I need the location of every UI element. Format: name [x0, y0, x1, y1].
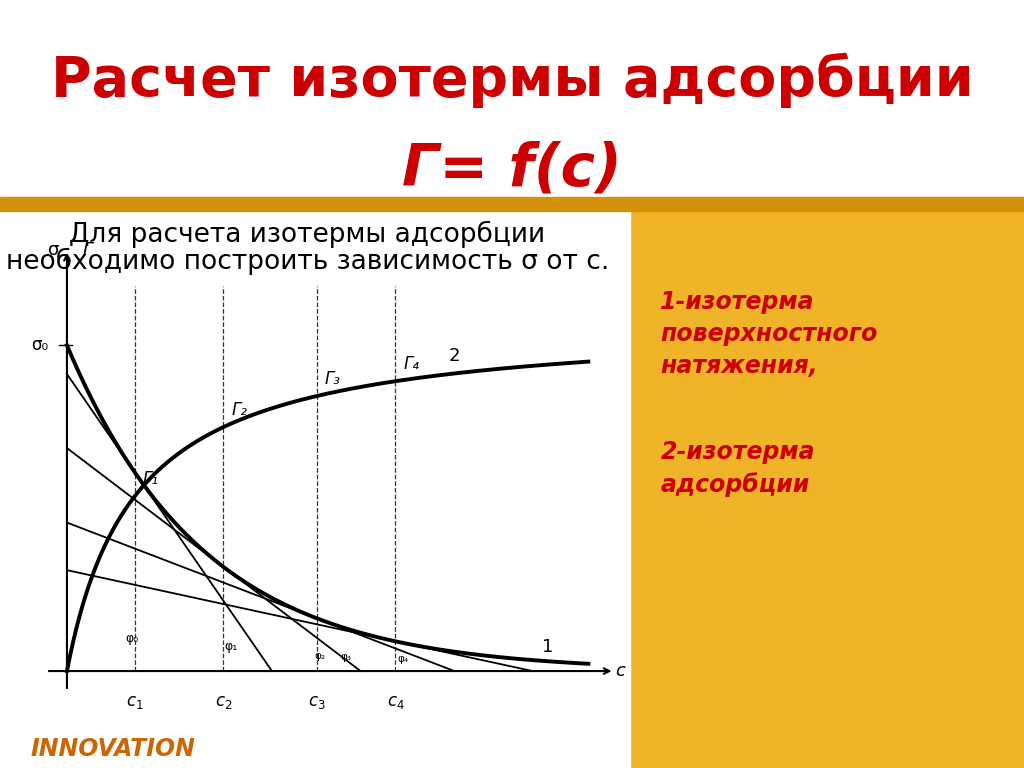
Text: Γ₂: Γ₂ — [231, 401, 247, 419]
Text: φ₂: φ₂ — [314, 651, 326, 661]
Text: Γ₁: Γ₁ — [142, 470, 159, 488]
Text: Γ₃: Γ₃ — [325, 370, 341, 388]
Text: φ₃: φ₃ — [340, 652, 351, 662]
Text: 1-изотерма
поверхностного
натяжения,: 1-изотерма поверхностного натяжения, — [660, 290, 878, 378]
Text: φ₀: φ₀ — [126, 632, 138, 645]
Text: Γ: Γ — [83, 241, 92, 259]
Bar — [0, 197, 1024, 211]
Text: Расчет изотермы адсорбции: Расчет изотермы адсорбции — [50, 53, 974, 108]
Text: Для расчета изотермы адсорбции: Для расчета изотермы адсорбции — [70, 220, 545, 248]
Text: σ: σ — [48, 241, 59, 259]
Text: Г= f(c): Г= f(c) — [402, 141, 622, 197]
Text: 2-изотерма
адсорбции: 2-изотерма адсорбции — [660, 440, 815, 497]
Text: INNOVATION: INNOVATION — [31, 737, 196, 761]
Bar — [0, 0, 1024, 200]
Text: $c_4$: $c_4$ — [386, 693, 404, 711]
Text: Γ₄: Γ₄ — [403, 356, 419, 373]
Text: 1: 1 — [543, 638, 554, 656]
Text: необходимо построить зависимость σ от c.: необходимо построить зависимость σ от c. — [5, 247, 609, 275]
Text: φ₁: φ₁ — [224, 641, 238, 653]
Text: c: c — [614, 662, 625, 680]
Text: σ₀: σ₀ — [32, 336, 49, 354]
Text: $c_2$: $c_2$ — [215, 693, 232, 711]
Text: $c_3$: $c_3$ — [308, 693, 326, 711]
Text: φ₄: φ₄ — [397, 654, 409, 664]
Bar — [0, 200, 630, 768]
Text: 2: 2 — [449, 347, 460, 365]
Text: $c_1$: $c_1$ — [126, 693, 143, 711]
